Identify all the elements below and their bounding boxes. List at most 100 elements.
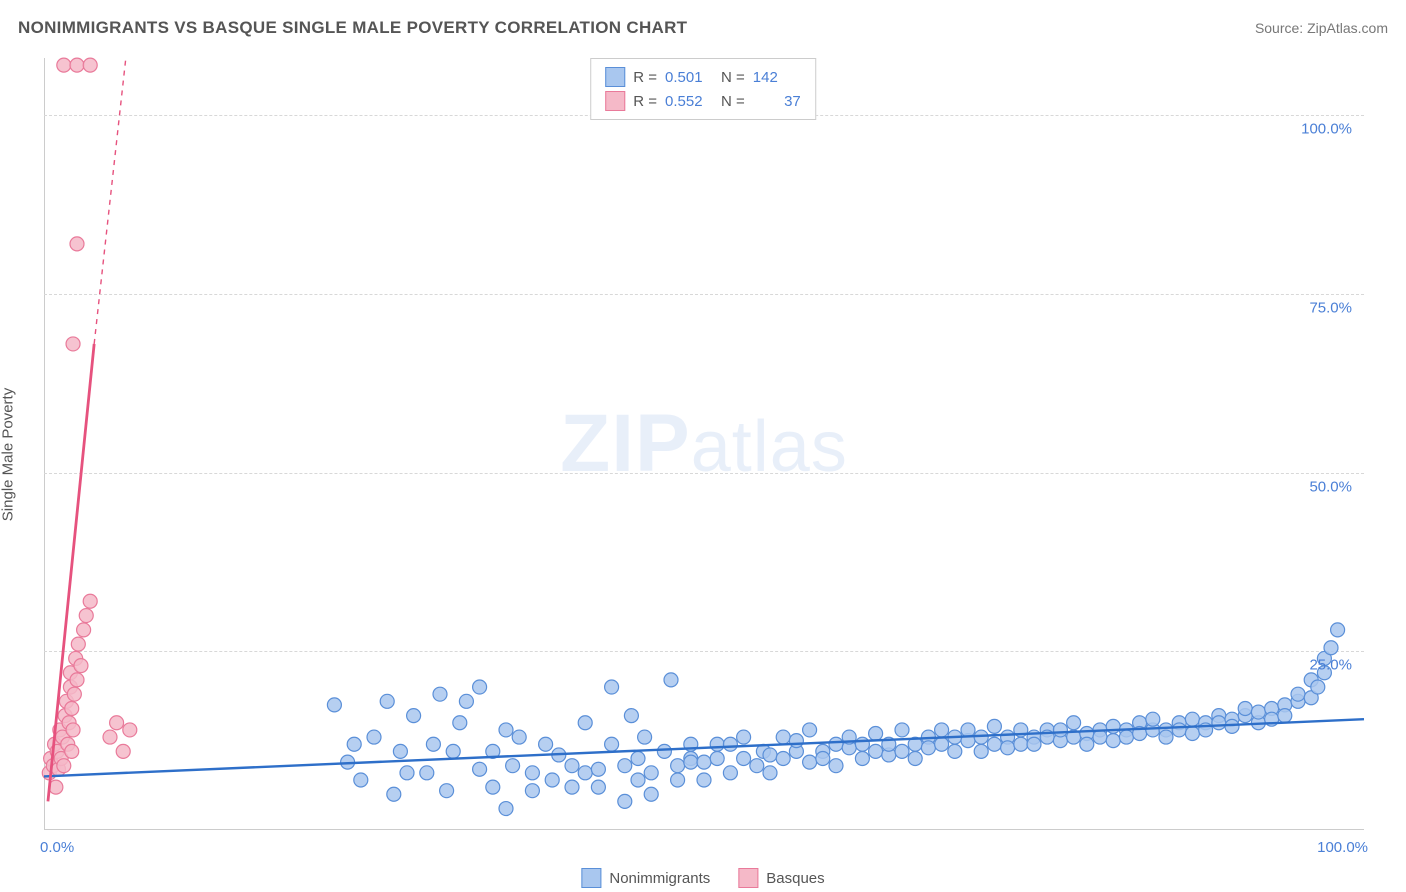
data-point (631, 773, 645, 787)
chart-title: NONIMMIGRANTS VS BASQUE SINGLE MALE POVE… (18, 18, 687, 38)
data-point (737, 752, 751, 766)
x-tick-min: 0.0% (40, 839, 74, 856)
data-point (446, 744, 460, 758)
data-point (1172, 723, 1186, 737)
data-point (1238, 701, 1252, 715)
data-point (671, 773, 685, 787)
y-tick-label: 50.0% (1309, 478, 1352, 495)
header: NONIMMIGRANTS VS BASQUE SINGLE MALE POVE… (18, 18, 1388, 38)
swatch-basques-bottom (738, 868, 758, 888)
data-point (737, 730, 751, 744)
data-point (473, 762, 487, 776)
data-point (1053, 723, 1067, 737)
data-point (499, 723, 513, 737)
data-point (440, 784, 454, 798)
data-point (380, 694, 394, 708)
legend-stats-row-2: R = 0.552 N = 37 (605, 89, 801, 113)
data-point (83, 58, 97, 72)
data-point (624, 709, 638, 723)
source-attribution: Source: ZipAtlas.com (1255, 20, 1388, 36)
data-point (578, 716, 592, 730)
data-point (1278, 709, 1292, 723)
data-point (426, 737, 440, 751)
legend-label-basques: Basques (766, 870, 824, 887)
data-point (74, 659, 88, 673)
data-point (1146, 712, 1160, 726)
data-point (1251, 705, 1265, 719)
data-point (591, 762, 605, 776)
data-point (605, 680, 619, 694)
plot-svg (44, 58, 1364, 830)
data-point (710, 752, 724, 766)
data-point (638, 730, 652, 744)
data-point (1119, 730, 1133, 744)
data-point (1311, 680, 1325, 694)
data-point (400, 766, 414, 780)
trend-line-dashed (94, 58, 126, 344)
chart-area: ZIPatlas 0.0% 100.0% 25.0%50.0%75.0%100.… (44, 58, 1364, 830)
source-link[interactable]: ZipAtlas.com (1307, 20, 1388, 36)
n-label-2: N = (721, 93, 745, 110)
data-point (869, 744, 883, 758)
data-point (499, 802, 513, 816)
data-point (433, 687, 447, 701)
data-point (1080, 737, 1094, 751)
swatch-nonimmigrants-bottom (581, 868, 601, 888)
data-point (1185, 712, 1199, 726)
data-point (789, 734, 803, 748)
data-point (803, 755, 817, 769)
legend-stats-row-1: R = 0.501 N = 142 (605, 65, 801, 89)
r-label-2: R = (633, 93, 657, 110)
data-point (816, 752, 830, 766)
x-tick-max: 100.0% (1317, 839, 1368, 856)
data-point (1014, 737, 1028, 751)
legend-series: Nonimmigrants Basques (581, 868, 824, 888)
data-point (697, 773, 711, 787)
data-point (895, 723, 909, 737)
data-point (987, 737, 1001, 751)
r-value-2: 0.552 (665, 93, 713, 110)
data-point (829, 759, 843, 773)
data-point (66, 723, 80, 737)
data-point (110, 716, 124, 730)
r-label-1: R = (633, 69, 657, 86)
data-point (545, 773, 559, 787)
data-point (565, 759, 579, 773)
data-point (453, 716, 467, 730)
data-point (961, 723, 975, 737)
data-point (750, 759, 764, 773)
data-point (763, 748, 777, 762)
data-point (71, 637, 85, 651)
data-point (697, 755, 711, 769)
data-point (1291, 687, 1305, 701)
data-point (459, 694, 473, 708)
data-point (1001, 741, 1015, 755)
data-point (684, 755, 698, 769)
data-point (79, 609, 93, 623)
data-point (327, 698, 341, 712)
legend-label-nonimmigrants: Nonimmigrants (609, 870, 710, 887)
data-point (473, 680, 487, 694)
data-point (935, 737, 949, 751)
data-point (1185, 727, 1199, 741)
data-point (1212, 716, 1226, 730)
data-point (1225, 719, 1239, 733)
data-point (631, 752, 645, 766)
data-point (710, 737, 724, 751)
data-point (512, 730, 526, 744)
y-tick-label: 25.0% (1309, 657, 1352, 674)
data-point (803, 723, 817, 737)
n-value-2: 37 (753, 93, 801, 110)
data-point (1324, 641, 1338, 655)
data-point (644, 766, 658, 780)
data-point (70, 237, 84, 251)
data-point (855, 737, 869, 751)
data-point (103, 730, 117, 744)
data-point (948, 744, 962, 758)
data-point (70, 673, 84, 687)
data-point (855, 752, 869, 766)
data-point (618, 794, 632, 808)
data-point (57, 759, 71, 773)
data-point (908, 752, 922, 766)
data-point (57, 58, 71, 72)
